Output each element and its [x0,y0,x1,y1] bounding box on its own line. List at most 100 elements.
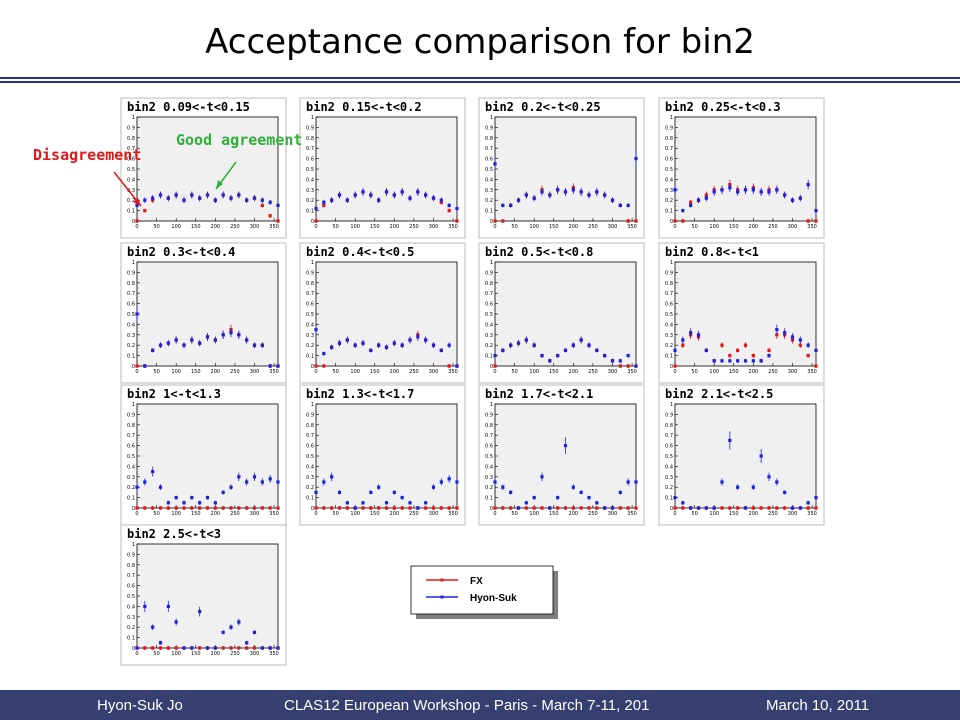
data-point [198,610,202,614]
y-tick-label: 0.5 [306,167,314,173]
x-tick-label: 100 [350,224,360,230]
x-tick-label: 150 [549,369,559,375]
data-point [806,219,810,223]
data-point [806,354,810,358]
data-point [775,506,779,510]
data-point [276,219,280,223]
data-point [260,506,264,510]
data-point [736,348,740,352]
plot-frame [136,403,279,509]
data-point [524,506,528,510]
y-tick-label: 0.2 [306,343,314,349]
data-point [182,198,186,202]
y-tick-label: 0.1 [127,209,135,215]
data-point [571,506,575,510]
y-tick-label: 0.1 [127,636,135,642]
x-tick-label: 250 [230,369,240,375]
y-tick-label: 0.8 [485,281,493,287]
disagreement-annotation: Disagreement [33,146,142,164]
data-point [783,506,787,510]
x-tick-label: 300 [788,511,798,517]
data-point [790,198,795,202]
data-point [322,364,326,368]
data-point [174,193,178,197]
x-tick-label: 150 [549,224,559,230]
x-tick-label: 50 [153,651,159,657]
x-tick-label: 350 [269,511,279,517]
data-point [322,351,326,356]
data-point [182,646,186,650]
plot-frame [494,403,637,509]
data-point [571,485,575,489]
data-point [229,331,233,335]
data-point [798,343,802,347]
data-point [790,335,795,339]
data-point [166,506,170,510]
data-point [673,188,677,192]
data-point [814,496,818,500]
y-tick-label: 1 [132,402,135,408]
data-point [595,190,599,194]
data-point [783,331,787,335]
data-point [237,193,241,197]
data-point [626,203,630,207]
data-point [190,338,194,342]
data-point [775,328,779,332]
plot-frame [136,261,279,367]
x-tick-label: 300 [429,224,439,230]
data-point [493,354,497,358]
data-point [424,193,428,197]
data-point [736,485,740,489]
x-tick-label: 350 [807,369,817,375]
data-point [814,506,818,510]
y-tick-label: 0 [311,219,314,225]
data-point [681,343,685,347]
panel-title: bin2 1.7<-t<2.1 [485,387,593,401]
data-point [516,198,521,202]
y-tick-label: 0.2 [485,485,493,491]
y-tick-label: 0.6 [127,302,135,308]
data-point [166,196,170,200]
chart-panel: bin2 0.4<-t<0.5 0 0.1 0.2 0.3 0.4 0.5 0.6 0.7 0.8… [299,242,466,384]
y-tick-label: 0.4 [665,177,673,183]
x-tick-label: 250 [230,651,240,657]
data-point [501,506,505,510]
x-tick-label: 0 [493,224,496,230]
data-point [751,359,755,363]
y-tick-label: 1 [670,260,673,266]
data-point [712,190,716,194]
x-tick-label: 300 [608,511,618,517]
data-point [681,338,685,342]
chart-panel: bin2 0.5<-t<0.8 0 0.1 0.2 0.3 0.4 0.5 0.6 0.7 0.8… [478,242,645,384]
legend-box [410,565,554,615]
y-tick-label: 0.6 [665,302,673,308]
data-point [704,193,708,197]
data-point [276,646,280,650]
y-tick-label: 0.3 [127,615,135,621]
plot-frame [674,261,817,367]
data-point [736,359,740,363]
x-tick-label: 350 [269,369,279,375]
plot-frame [315,116,458,222]
data-point [221,630,225,634]
y-tick-label: 0.8 [306,281,314,287]
data-point [618,490,622,494]
y-tick-label: 0.9 [306,125,314,131]
footer-author: Hyon-Suk Jo [97,697,183,714]
y-tick-label: 0.9 [665,412,673,418]
data-point [743,343,748,347]
data-point [720,506,724,510]
x-tick-label: 50 [153,369,159,375]
data-point [532,506,536,510]
data-point [814,209,818,213]
data-point [408,196,412,200]
data-point [618,506,622,510]
y-tick-label: 0.5 [665,167,673,173]
x-tick-label: 200 [749,511,759,517]
data-point [634,480,638,484]
x-tick-label: 200 [390,369,400,375]
y-tick-label: 0.7 [665,291,673,297]
panel-title: bin2 1.3<-t<1.7 [306,387,414,401]
panel-title: bin2 0.3<-t<0.4 [127,245,235,259]
data-point [798,338,802,342]
